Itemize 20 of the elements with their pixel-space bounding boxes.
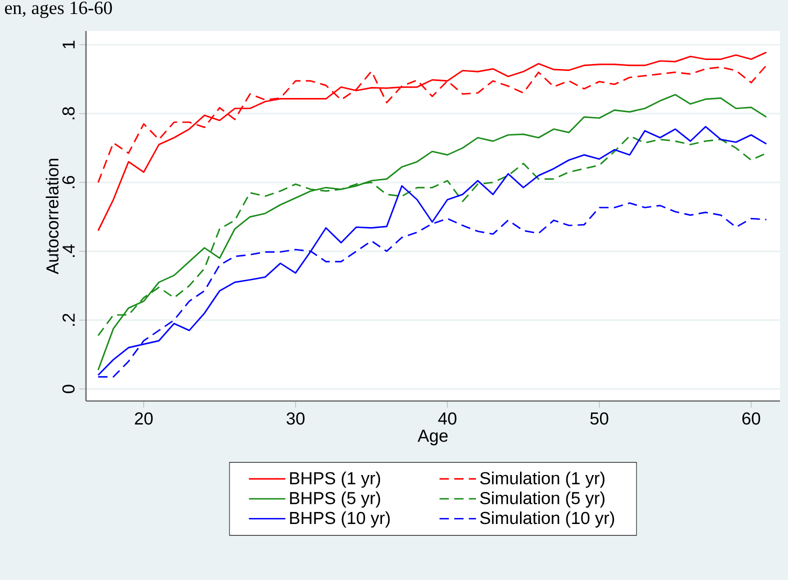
legend-label: BHPS (10 yr) bbox=[290, 511, 390, 528]
legend-label: Simulation (10 yr) bbox=[480, 511, 614, 528]
x-axis-title: Age bbox=[418, 430, 448, 446]
y-tick-label: .8 bbox=[62, 107, 75, 120]
y-tick-label: 1 bbox=[62, 40, 75, 48]
legend-label: Simulation (5 yr) bbox=[480, 492, 604, 508]
y-tick-label: 0 bbox=[62, 384, 75, 394]
x-tick-label: 50 bbox=[590, 412, 608, 425]
y-tick-label: .6 bbox=[62, 176, 75, 188]
legend-label: BHPS (1 yr) bbox=[290, 472, 380, 488]
y-tick-label: .4 bbox=[62, 244, 75, 257]
legend-label: BHPS (5 yr) bbox=[290, 492, 380, 508]
x-tick-label: 60 bbox=[742, 412, 760, 425]
y-axis-title: Autocorrelation bbox=[46, 158, 59, 274]
x-tick-label: 20 bbox=[134, 412, 153, 425]
chart-title: en, ages 16-60 bbox=[5, 2, 112, 18]
y-tick-label: .2 bbox=[62, 314, 75, 326]
x-tick-label: 30 bbox=[286, 412, 305, 425]
legend-label: Simulation (1 yr) bbox=[480, 472, 604, 488]
x-tick-label: 40 bbox=[438, 412, 456, 425]
